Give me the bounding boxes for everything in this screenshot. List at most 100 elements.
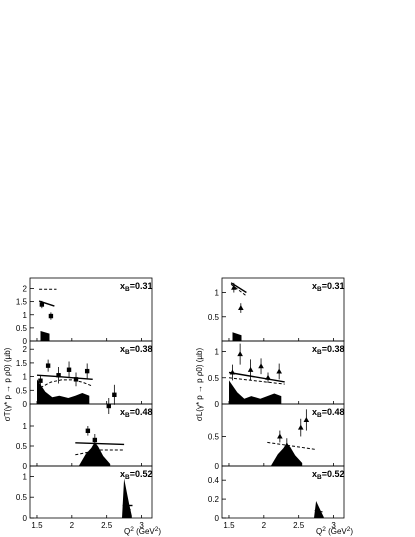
x-axis-title-part-1: 2: [130, 526, 134, 533]
systematic-band: [232, 332, 242, 341]
panel-label: xB=0.48: [120, 407, 153, 419]
x-axis-title-part-4: ): [158, 527, 161, 536]
data-point: [124, 512, 129, 517]
x-tick-label: 3: [139, 521, 144, 530]
data-point: [66, 367, 72, 372]
y-tick-label: 1: [23, 422, 28, 431]
y-tick-label: 0.5: [16, 324, 28, 333]
data-point: [258, 363, 264, 369]
panel-label-part-0: x: [312, 469, 317, 479]
y-tick-label: 0.5: [16, 493, 28, 502]
y-tick-label: 0.2: [208, 495, 220, 504]
panel-frame: [29, 465, 153, 519]
data-point: [106, 403, 111, 409]
model-curve-dashed: [267, 441, 317, 450]
y-tick-label: 1.5: [16, 298, 28, 307]
data-point: [73, 377, 79, 382]
data-point: [84, 368, 90, 374]
x-tick-label: 2: [262, 521, 267, 530]
y-tick-label: 1: [23, 472, 28, 481]
x-axis-title-part-0: Q: [316, 527, 322, 536]
x-axis-title-part-2: (GeV: [134, 527, 156, 536]
panel-label-part-1: B: [317, 412, 322, 419]
y-tick-label: 2: [23, 285, 28, 294]
systematic-band: [37, 379, 90, 404]
panel-label-part-2: =0.38: [130, 344, 153, 354]
data-point: [48, 313, 54, 319]
panel-label-part-1: B: [125, 412, 130, 419]
panel-left-0: 0 0.5 1 1.5 2 xB=0.31: [16, 277, 153, 346]
panel-frame: [221, 465, 345, 519]
data-point: [112, 392, 117, 397]
data-point: [277, 433, 283, 439]
data-point: [85, 428, 91, 433]
systematic-band: [314, 501, 324, 518]
panel-label-part-1: B: [125, 474, 130, 481]
x-axis-title-part-1: 2: [322, 526, 326, 533]
model-curve-dashed: [75, 449, 125, 456]
data-point: [39, 302, 45, 307]
y-tick-label: 0.5: [16, 386, 28, 395]
data-point: [297, 424, 304, 430]
panel-label: xB=0.38: [312, 344, 345, 356]
panel-label-part-0: x: [120, 469, 125, 479]
panel-label-part-1: B: [125, 349, 130, 356]
data-point: [238, 305, 244, 311]
data-point: [265, 374, 271, 380]
y-tick-label: 0.4: [208, 476, 220, 485]
y-tick-label: 0.5: [208, 374, 220, 383]
systematic-band: [40, 331, 50, 341]
y-tick-label: 2: [23, 345, 28, 354]
data-point: [45, 363, 51, 368]
y-axis-title: σT(γ* p → p ρ0) (µb): [3, 347, 12, 421]
x-tick-label: 3: [331, 521, 336, 530]
y-tick-label: 0: [23, 514, 28, 523]
panel-label-part-0: x: [312, 407, 317, 417]
x-axis-title-part-3: 2: [155, 526, 159, 533]
data-point: [231, 284, 237, 290]
x-axis-title-part-2: (GeV: [326, 527, 348, 536]
x-axis-title: Q2 (GeV2): [124, 526, 161, 536]
y-tick-label: 0: [215, 514, 220, 523]
panel-label-part-0: x: [120, 407, 125, 417]
y-tick-label: 1: [23, 373, 28, 382]
panel-label: xB=0.31: [312, 281, 345, 293]
x-tick-label: 2.5: [293, 521, 305, 530]
panel-right-1: 0 0.5 1 xB=0.38: [208, 340, 345, 409]
panel-label-part-0: x: [120, 344, 125, 354]
y-tick-label: 0: [215, 400, 220, 409]
panel-label-part-2: =0.52: [130, 469, 153, 479]
panel-label-part-2: =0.31: [322, 281, 345, 291]
y-tick-label: 1: [215, 348, 220, 357]
model-curve-dashed: [314, 509, 325, 513]
x-tick-label: 2.5: [101, 521, 113, 530]
model-curve-dashed: [230, 283, 247, 297]
panel-label-part-0: x: [120, 281, 125, 291]
panel-right-2: 0 0.5 xB=0.48: [208, 403, 345, 471]
y-axis-title: σL(γ* p → p ρ0) (µb): [195, 348, 204, 422]
systematic-band: [122, 478, 132, 518]
data-point: [56, 373, 61, 378]
model-curve-solid: [228, 371, 285, 383]
x-tick-label: 1.5: [31, 521, 43, 530]
model-curve-solid: [75, 442, 125, 446]
panel-right-0: 0.5 1 xB=0.31: [208, 277, 345, 342]
systematic-band: [270, 443, 303, 466]
data-point: [276, 368, 282, 374]
panel-label-part-0: x: [312, 281, 317, 291]
data-point: [303, 416, 310, 422]
y-tick-label: 0.5: [208, 313, 220, 322]
panel-left-1: 0 0.5 1 1.5 2 xB=0.38: [16, 340, 153, 409]
x-tick-label: 1.5: [223, 521, 235, 530]
x-axis-title-part-3: 2: [347, 526, 351, 533]
data-point: [38, 378, 43, 383]
model-curve-dashed: [40, 379, 93, 389]
panel-label-part-2: =0.31: [130, 281, 153, 291]
y-tick-label: 1.5: [16, 359, 28, 368]
data-point: [247, 366, 254, 372]
model-curve-solid: [36, 374, 93, 380]
panel-right-3: 0 0.2 0.4 xB=0.52: [208, 465, 345, 523]
panel-label: xB=0.38: [120, 344, 153, 356]
y-tick-label: 0: [23, 462, 28, 471]
